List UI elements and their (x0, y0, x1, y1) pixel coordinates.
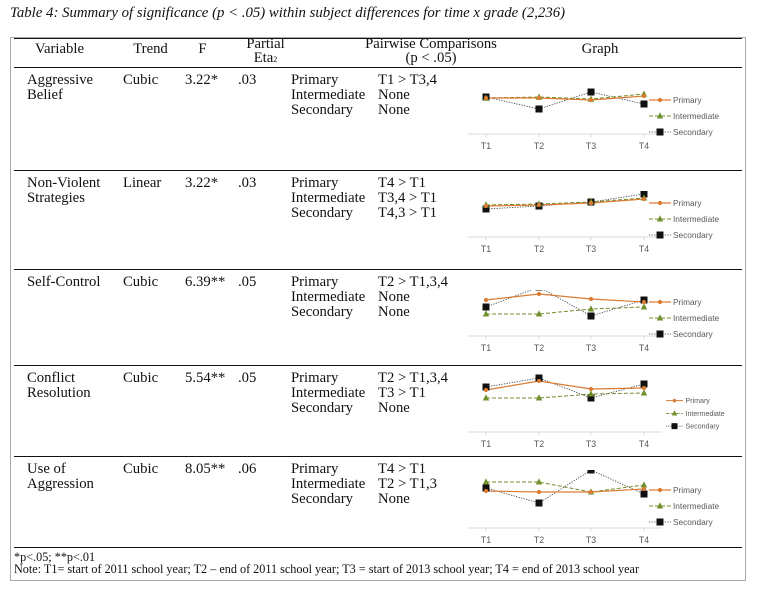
svg-text:Secondary: Secondary (673, 329, 714, 339)
svg-text:T1: T1 (481, 244, 491, 254)
svg-text:T3: T3 (586, 535, 596, 545)
svg-text:T1: T1 (481, 535, 491, 545)
svg-text:T4: T4 (639, 535, 649, 545)
svg-text:T4: T4 (639, 244, 649, 254)
svg-text:Secondary: Secondary (673, 517, 714, 527)
svg-text:T1: T1 (481, 343, 491, 353)
svg-text:T2: T2 (534, 343, 544, 353)
svg-text:T2: T2 (534, 244, 544, 254)
svg-text:Primary: Primary (673, 297, 702, 307)
svg-text:T1: T1 (481, 141, 491, 151)
svg-text:Intermediate: Intermediate (673, 313, 720, 323)
svg-text:T4: T4 (639, 439, 649, 449)
svg-text:T2: T2 (534, 439, 544, 449)
svg-text:T3: T3 (586, 439, 596, 449)
svg-text:Secondary: Secondary (673, 230, 714, 240)
svg-text:Intermediate: Intermediate (686, 411, 725, 418)
svg-text:Secondary: Secondary (686, 424, 720, 431)
svg-text:T3: T3 (586, 244, 596, 254)
svg-text:Intermediate: Intermediate (673, 111, 720, 121)
svg-text:Primary: Primary (673, 485, 702, 495)
svg-text:T3: T3 (586, 141, 596, 151)
svg-text:Primary: Primary (673, 95, 702, 105)
svg-text:T4: T4 (639, 141, 649, 151)
svg-text:T2: T2 (534, 141, 544, 151)
svg-text:Primary: Primary (673, 198, 702, 208)
svg-text:Intermediate: Intermediate (673, 501, 720, 511)
svg-text:T2: T2 (534, 535, 544, 545)
svg-text:Primary: Primary (686, 398, 711, 405)
svg-text:Intermediate: Intermediate (673, 214, 720, 224)
svg-text:T3: T3 (586, 343, 596, 353)
svg-text:T1: T1 (481, 439, 491, 449)
svg-text:Secondary: Secondary (673, 127, 714, 137)
svg-text:T4: T4 (639, 343, 649, 353)
